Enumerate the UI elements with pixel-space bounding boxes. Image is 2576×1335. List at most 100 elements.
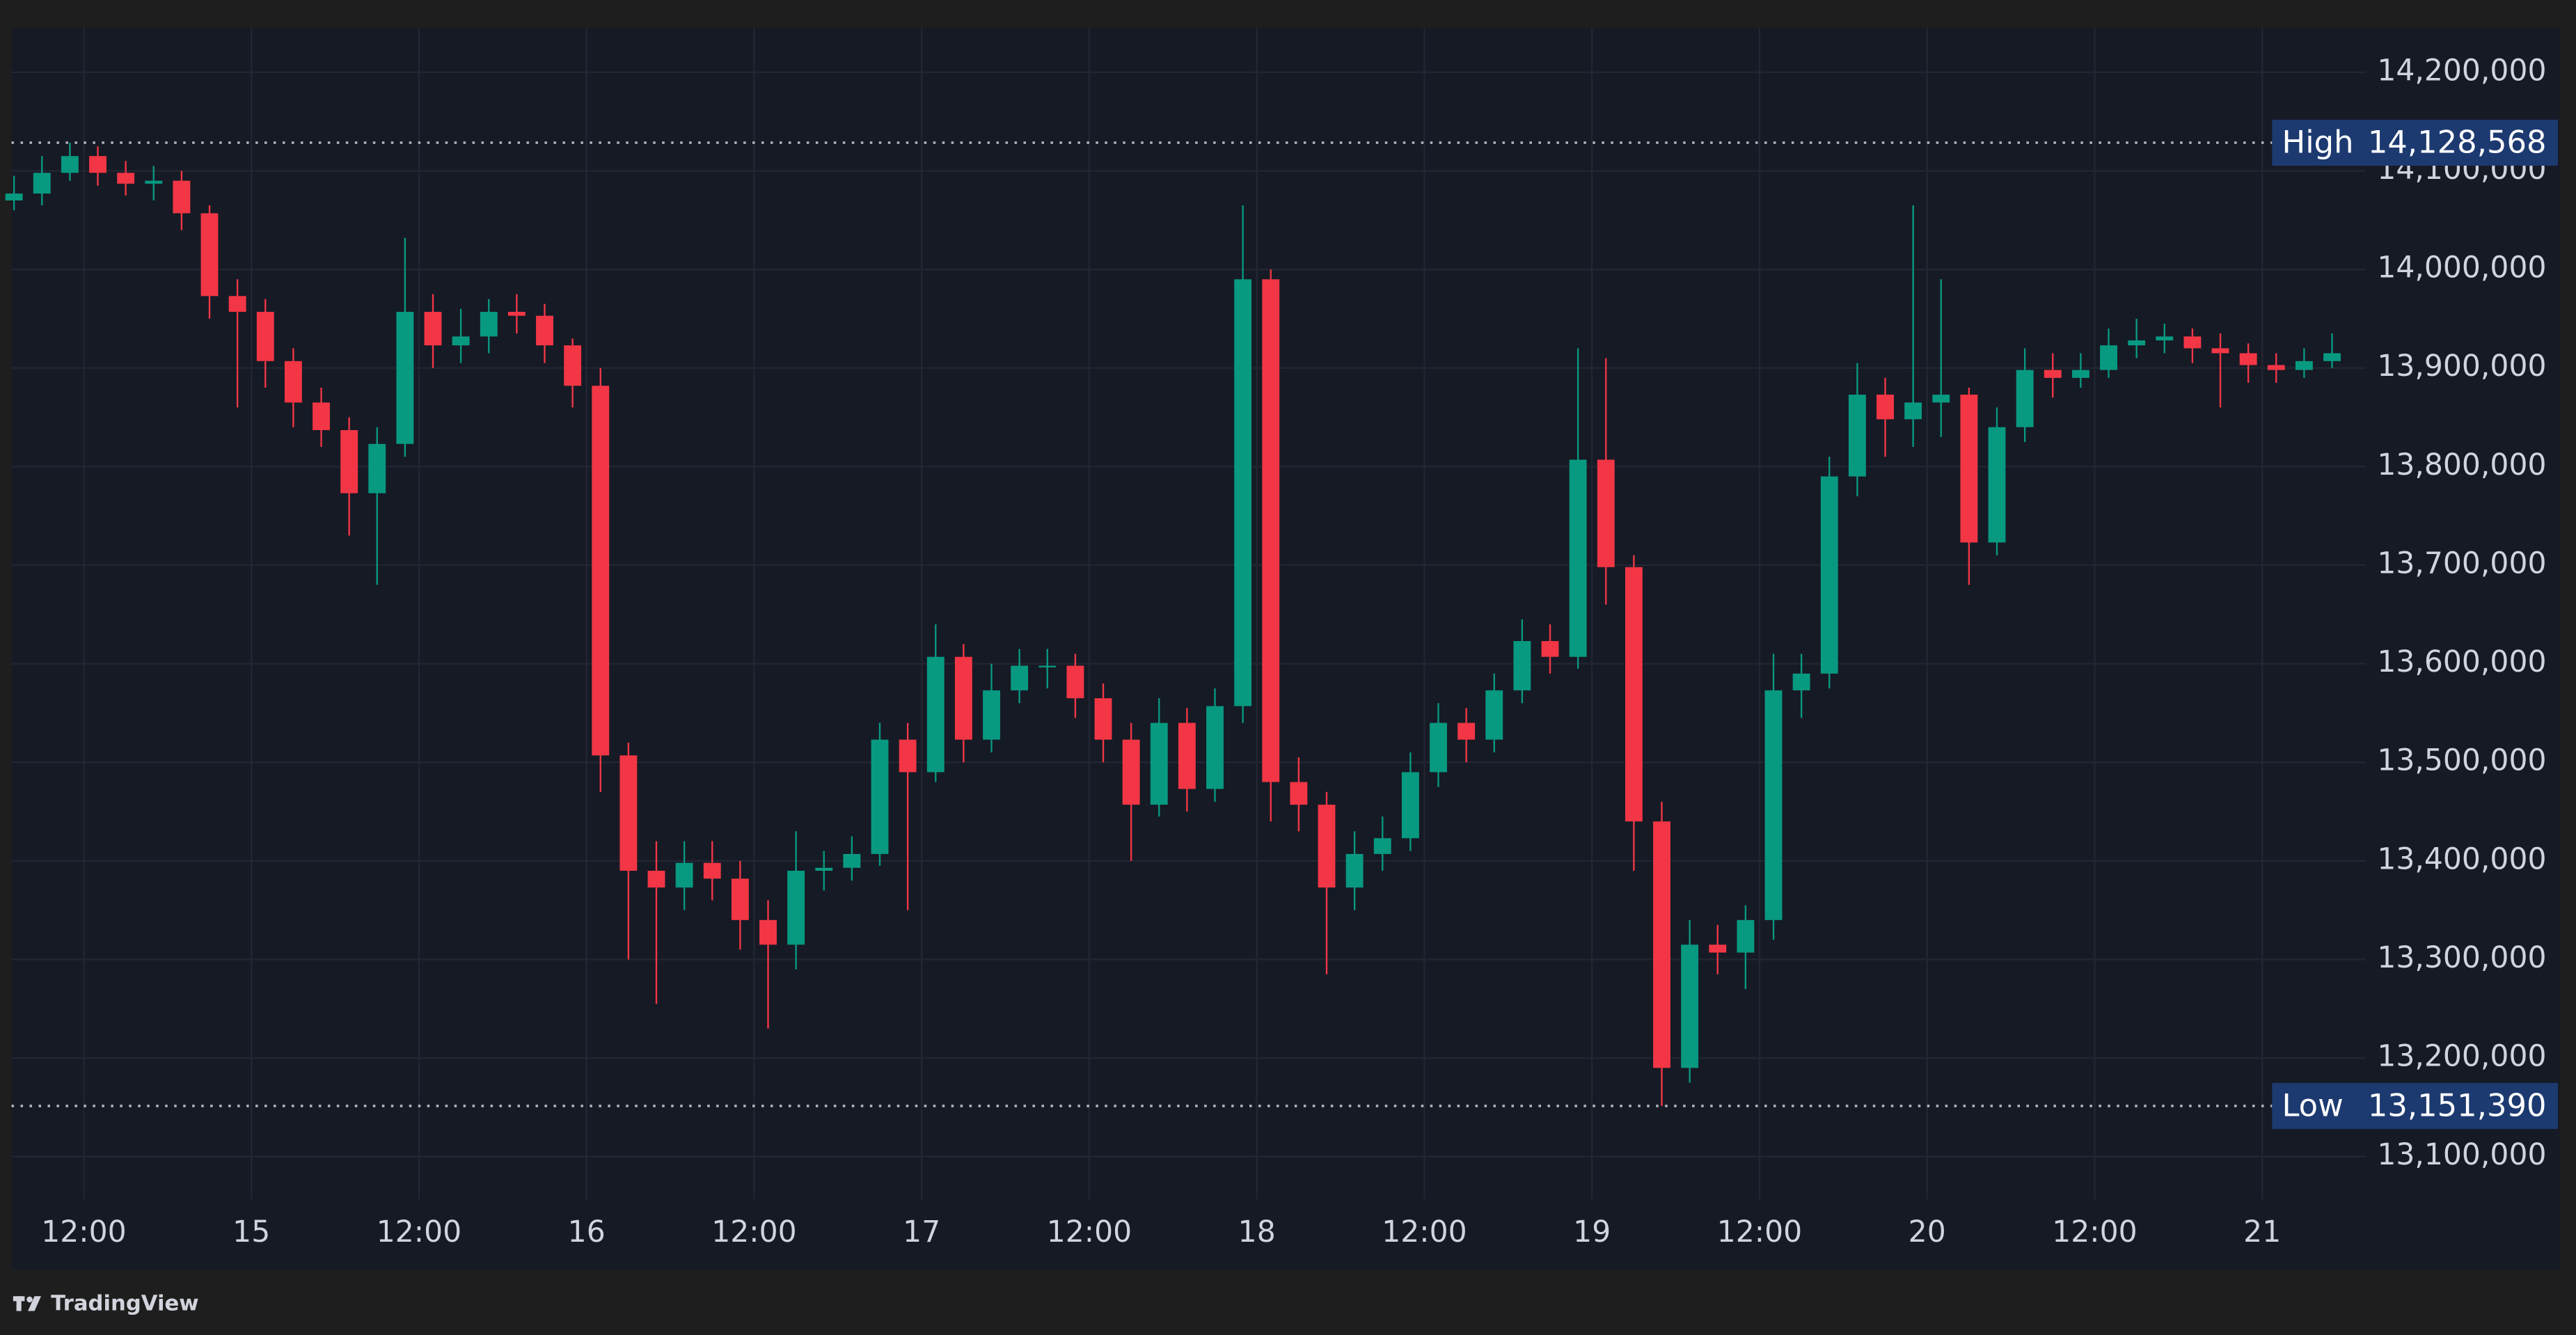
- candle-body: [1457, 722, 1476, 740]
- candle-body: [61, 156, 79, 173]
- candle-body: [340, 429, 358, 493]
- candle-body: [871, 739, 889, 854]
- candle-body: [1820, 476, 1838, 674]
- candle-body: [647, 871, 665, 888]
- extreme-label: High: [2282, 123, 2353, 160]
- extreme-label: Low: [2282, 1087, 2343, 1123]
- y-tick-label: 13,200,000: [2377, 1040, 2546, 1074]
- candle-body: [1513, 641, 1531, 690]
- candle-body: [452, 336, 470, 346]
- candle-body: [1597, 459, 1615, 567]
- x-tick-label: 19: [1573, 1215, 1611, 1249]
- candle-body: [564, 345, 582, 386]
- candle-body: [1262, 279, 1280, 782]
- candle-body: [1653, 821, 1670, 1068]
- candle-body: [480, 312, 498, 337]
- candle-body: [1960, 394, 1978, 543]
- candle-body: [731, 878, 749, 920]
- y-tick-label: 13,400,000: [2377, 842, 2546, 876]
- extreme-value: 14,128,568: [2368, 123, 2547, 160]
- candle-body: [33, 173, 51, 194]
- candle-body: [173, 180, 191, 214]
- candle-body: [1485, 690, 1503, 740]
- candle-body: [1737, 919, 1755, 953]
- candle-body: [1569, 459, 1587, 657]
- candle-body: [396, 312, 414, 444]
- candle-body: [1932, 394, 1950, 403]
- candle-body: [2239, 353, 2257, 365]
- candle-body: [1318, 805, 1336, 888]
- candle-body: [1401, 772, 1419, 839]
- candle-body: [1709, 945, 1727, 953]
- y-tick-label: 13,800,000: [2377, 448, 2546, 482]
- candle-body: [1206, 706, 1224, 789]
- candle-body: [5, 193, 23, 200]
- candle-body: [2100, 345, 2117, 370]
- candle-body: [787, 871, 805, 945]
- candle-body: [200, 213, 219, 297]
- candle-body: [228, 296, 246, 313]
- candle-body: [1625, 567, 1643, 822]
- chart-panel: [11, 28, 2560, 1270]
- candle-body: [507, 312, 526, 316]
- candle-body: [1345, 853, 1364, 888]
- candle-body: [926, 656, 945, 773]
- y-tick-label: 14,200,000: [2377, 54, 2546, 88]
- y-tick-label: 13,300,000: [2377, 941, 2546, 975]
- candle-body: [815, 867, 833, 871]
- candle-body: [1122, 739, 1140, 805]
- candle-body: [954, 656, 972, 740]
- candle-body: [1681, 945, 1699, 1068]
- candle-body: [1066, 665, 1084, 699]
- candle-body: [117, 173, 135, 184]
- candle-body: [1150, 722, 1168, 805]
- candle-body: [983, 690, 1000, 740]
- candle-body: [2156, 336, 2174, 341]
- candle-body: [1430, 722, 1447, 773]
- candle-body: [284, 361, 302, 403]
- candle-body: [899, 739, 917, 773]
- x-tick-label: 16: [568, 1215, 606, 1249]
- candle-body: [313, 402, 330, 430]
- candle-body: [145, 180, 163, 184]
- y-tick-label: 13,600,000: [2377, 645, 2546, 679]
- y-tick-label: 13,500,000: [2377, 744, 2546, 778]
- candle-body: [2323, 353, 2341, 361]
- candle-body: [256, 312, 274, 361]
- candle-body: [536, 315, 553, 346]
- x-tick-label: 12:00: [1717, 1215, 1802, 1249]
- candle-body: [1373, 838, 1391, 854]
- candle-body: [675, 862, 693, 888]
- candle-body: [1876, 394, 1894, 420]
- candle-body: [843, 853, 861, 868]
- candle-body: [368, 443, 386, 493]
- x-tick-label: 12:00: [1382, 1215, 1467, 1249]
- candle-body: [619, 755, 638, 871]
- candle-body: [1178, 722, 1196, 789]
- x-tick-label: 12:00: [2052, 1215, 2137, 1249]
- candle-body: [1541, 641, 1559, 657]
- candle-body: [1011, 665, 1029, 690]
- y-tick-label: 14,000,000: [2377, 251, 2546, 285]
- x-tick-label: 12:00: [711, 1215, 796, 1249]
- candle-body: [2183, 336, 2202, 349]
- extreme-label-box: [2272, 119, 2559, 166]
- candle-body: [1904, 402, 1922, 420]
- candle-body: [1038, 665, 1057, 668]
- x-tick-label: 17: [903, 1215, 940, 1249]
- y-tick-label: 13,900,000: [2377, 349, 2546, 384]
- candle-body: [2295, 361, 2313, 370]
- candle-body: [592, 386, 610, 756]
- candle-body: [759, 919, 777, 945]
- candle-body: [1234, 279, 1252, 706]
- grid: 13,100,000 13,200,000 13,300,000 13,400,000…: [11, 28, 2547, 1249]
- x-tick-label: 12:00: [377, 1215, 461, 1249]
- extreme-label-box: [2272, 1082, 2559, 1129]
- x-tick-label: 12:00: [41, 1215, 126, 1249]
- x-tick-label: 15: [232, 1215, 270, 1249]
- candle-body: [2267, 365, 2285, 370]
- extreme-value: 13,151,390: [2368, 1087, 2547, 1123]
- y-tick-label: 13,100,000: [2377, 1138, 2546, 1172]
